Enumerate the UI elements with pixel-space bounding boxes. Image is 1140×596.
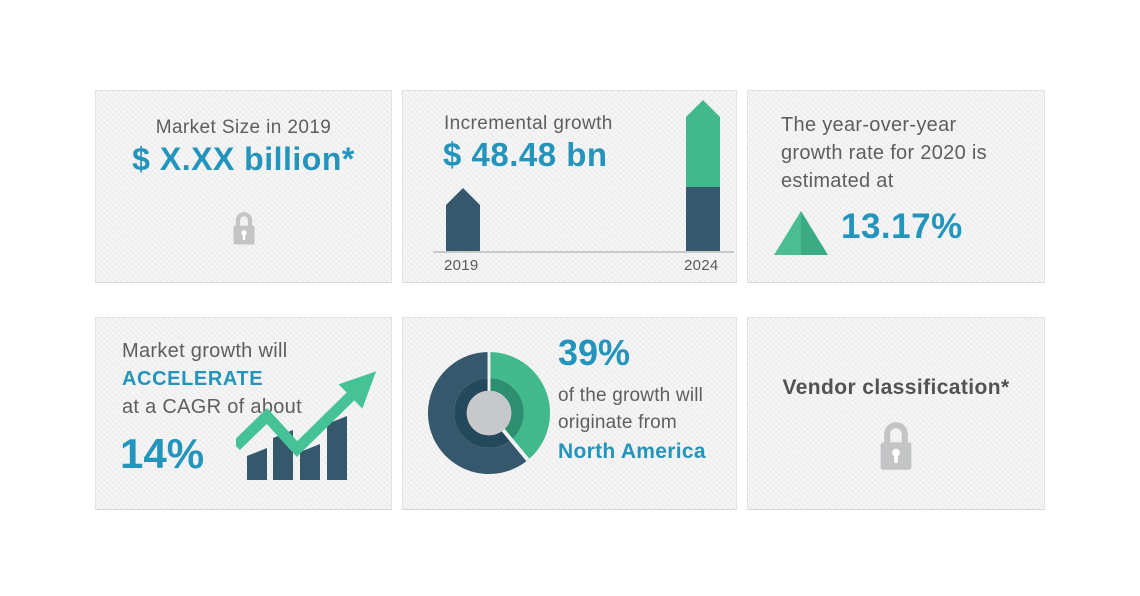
lock-shackle [884,422,908,446]
cagr-line2: at a CAGR of about [122,396,302,418]
yoy-text-line2: growth rate for 2020 is [781,142,987,164]
regional-growth-line2: originate from [558,412,677,433]
cagr-highlight: ACCELERATE [122,368,264,390]
cagr-value: 14% [120,430,205,477]
yoy-text-line1: The year-over-year [781,114,957,136]
icon-bar-3 [300,444,320,480]
card-incremental-growth: Incremental growth $ 48.48 bn 2019 2024 [402,90,737,283]
yoy-value: 13.17% [841,207,963,246]
lock-icon [233,212,254,245]
card-yoy-growth: The year-over-year growth rate for 2020 … [747,90,1045,283]
card-regional-growth: 39% of the growth will originate from No… [402,317,737,510]
bar-label-start-year: 2019 [444,257,479,274]
lock-icon [880,422,912,470]
yoy-text: The year-over-year growth rate for 2020 … [781,111,987,195]
yoy-text-line3: estimated at [781,170,894,192]
icon-bar-1 [247,448,267,480]
lock-shackle [235,212,252,228]
card-market-size: Market Size in 2019 $ X.XX billion* [95,90,392,283]
infographic-grid: Market Size in 2019 $ X.XX billion* Incr… [95,90,1045,510]
market-size-value: $ X.XX billion* [132,141,355,177]
vendor-title: Vendor classification* [782,376,1010,399]
card-vendor-classification: Vendor classification* [747,317,1045,510]
bar-2019 [446,188,480,251]
incremental-growth-value: $ 48.48 bn [443,136,608,173]
regional-growth-value: 39% [558,332,631,373]
bar-chart [446,100,720,251]
regional-growth-line1: of the growth will [558,385,704,406]
market-size-title: Market Size in 2019 [155,117,332,138]
bar-label-end-year: 2024 [684,257,719,274]
triangle-right-half [801,211,828,255]
chart-baseline [433,251,734,253]
growth-arrow-chart-icon [236,371,377,480]
regional-growth-text: 39% of the growth will originate from No… [558,332,728,464]
lock-keyhole [892,448,900,457]
lock-keyhole [240,230,247,236]
triangle-left-half [774,211,801,255]
up-triangle-icon [774,211,828,255]
card-cagr: Market growth will ACCELERATE at a CAGR … [95,317,392,510]
regional-growth-region: North America [558,440,706,463]
donut-chart [427,351,551,475]
icon-bar-4 [327,416,347,480]
incremental-growth-title: Incremental growth [444,113,613,134]
lock-keyhole-stem [894,454,898,464]
donut-center [466,390,512,436]
lock-keyhole-stem [242,234,245,240]
zigzag-arrow [236,371,377,457]
bar-2024-base-segment [686,187,720,251]
bar-2024-growth-segment [686,100,720,187]
cagr-line1: Market growth will [122,340,288,362]
